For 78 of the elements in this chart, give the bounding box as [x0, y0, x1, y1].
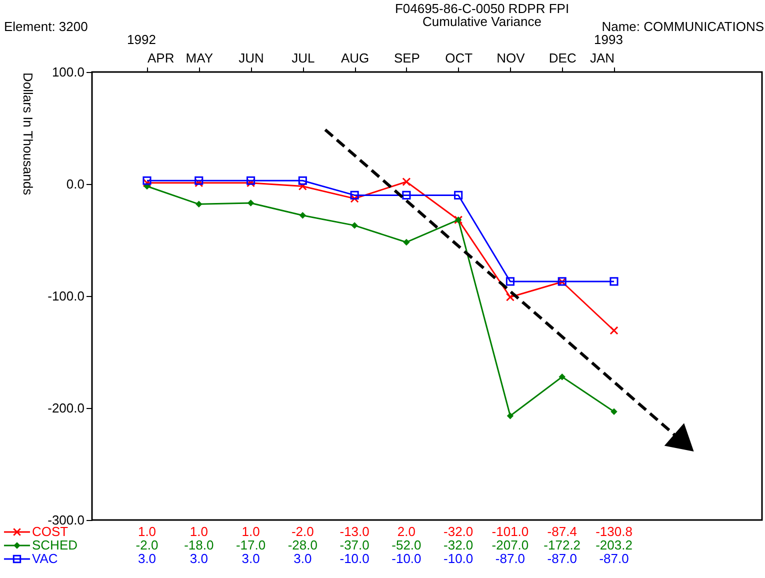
point: [194, 176, 204, 185]
x-tick-label: MAY: [186, 50, 214, 66]
data-label: -87.0: [599, 551, 629, 566]
point: [246, 176, 256, 185]
data-label: -87.4: [547, 524, 577, 539]
point: [402, 190, 411, 200]
data-label: -32.0: [444, 524, 474, 539]
data-label: -10.0: [444, 551, 474, 566]
data-label: 3.0: [138, 551, 156, 566]
point: [402, 177, 411, 186]
point: [196, 200, 202, 208]
data-label: 3.0: [190, 551, 208, 566]
point: [454, 190, 463, 200]
point: [298, 176, 307, 185]
data-label: -130.8: [596, 524, 632, 539]
data-label: 1.0: [138, 524, 156, 539]
data-label: -10.0: [340, 551, 370, 566]
x-tick-label: JAN: [590, 50, 614, 66]
data-label: 2.0: [397, 524, 416, 539]
x-tick-label: NOV: [496, 50, 526, 66]
data-label: -32.0: [444, 538, 474, 552]
point: [610, 277, 618, 286]
data-label: -10.0: [392, 551, 422, 566]
data-label: -203.2: [596, 538, 632, 552]
x-tick-label: JUN: [238, 50, 264, 66]
x-tick-label: DEC: [548, 50, 576, 66]
data-label: -18.0: [184, 538, 214, 552]
x-tick-label: APR: [148, 50, 174, 66]
y-tick-label: -100.0: [48, 288, 84, 304]
text: Element: 3200: [4, 19, 88, 34]
x-tick-label: AUG: [340, 50, 370, 66]
point: [558, 374, 566, 380]
point: [247, 200, 254, 206]
y-tick-label: 100.0: [52, 64, 84, 80]
data-label: -207.0: [492, 538, 529, 552]
point: [610, 326, 618, 335]
data-label: -28.0: [288, 538, 318, 552]
data-label: -17.0: [236, 538, 266, 552]
point: [610, 408, 618, 415]
y-tick-label: -200.0: [48, 400, 84, 416]
data-label: -87.0: [495, 551, 526, 566]
chart-subtitle: Cumulative Variance: [422, 14, 542, 29]
point: [142, 176, 152, 185]
data-label: -13.0: [340, 524, 370, 539]
text: 1992: [127, 32, 156, 47]
point: [194, 178, 204, 188]
y-tick-label: 0.0: [66, 176, 84, 192]
legend-label: VAC: [32, 551, 58, 566]
data-label: -2.0: [291, 524, 314, 539]
point: [506, 412, 514, 420]
data-label: -101.0: [492, 524, 529, 539]
point: [350, 190, 359, 200]
point: [298, 182, 307, 191]
point: [403, 238, 410, 246]
chart-title: F04695-86-C-0050 RDPR FPI: [394, 1, 570, 16]
point: [351, 222, 358, 229]
data-label: -87.0: [547, 551, 577, 566]
x-tick-label: OCT: [445, 50, 473, 66]
point: [246, 178, 256, 188]
x-tick-label: JUL: [292, 50, 315, 66]
data-label: 3.0: [294, 551, 312, 566]
point: [506, 277, 515, 286]
data-label: -52.0: [392, 538, 422, 552]
point: [506, 292, 515, 302]
data-label: 3.0: [242, 551, 260, 566]
data-label: -37.0: [340, 538, 370, 552]
data-label: 1.0: [190, 524, 208, 539]
data-label: -2.0: [136, 538, 158, 552]
x-tick-label: SEP: [394, 50, 420, 66]
point: [299, 212, 306, 219]
y-axis-title: Dollars In Thousands: [20, 72, 36, 196]
text: 1993: [594, 32, 623, 47]
data-label: -172.2: [544, 538, 581, 552]
point: [350, 194, 359, 203]
text: Name: COMMUNICATIONS: [602, 19, 764, 34]
legend-label: SCHED: [32, 538, 78, 552]
data-label: 1.0: [242, 524, 260, 539]
point: [142, 178, 152, 188]
